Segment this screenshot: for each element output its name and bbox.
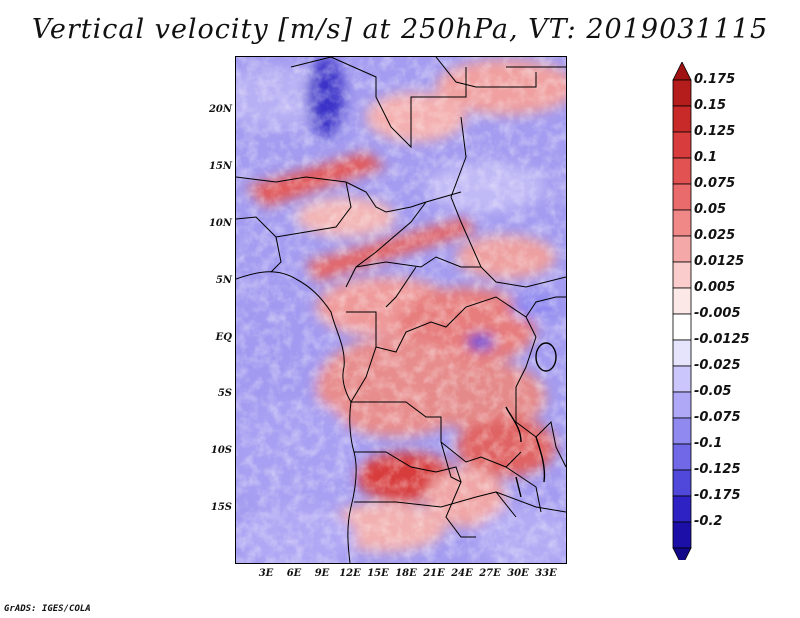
longitude-label: 6E [286, 568, 302, 579]
colorbar-label: 0.175 [694, 72, 736, 87]
longitude-label: 24E [451, 568, 473, 579]
colorbar-segment [672, 313, 692, 341]
colorbar-segment [672, 261, 692, 289]
colorbar-segment [672, 391, 692, 419]
colorbar-segment [672, 131, 692, 159]
colorbar-segment [672, 79, 692, 107]
longitude-label: 18E [395, 568, 417, 579]
colorbar-label: -0.175 [694, 488, 741, 503]
colorbar-segment [672, 209, 692, 237]
colorbar-label: -0.2 [694, 514, 723, 529]
colorbar-label: -0.1 [694, 436, 723, 451]
colorbar-segment [672, 495, 692, 523]
longitude-label: 33E [535, 568, 557, 579]
colorbar-segment [672, 157, 692, 185]
colorbar-segment [672, 287, 692, 315]
longitude-label: 12E [339, 568, 361, 579]
longitude-label: 9E [314, 568, 330, 579]
colorbar-label: 0.005 [694, 280, 736, 295]
longitude-label: 21E [423, 568, 445, 579]
colorbar-segment [672, 469, 692, 497]
latitude-label: 10N [208, 218, 232, 229]
velocity-map [236, 57, 566, 563]
colorbar-segment [672, 443, 692, 471]
longitude-label: 3E [258, 568, 274, 579]
colorbar-label: -0.075 [694, 410, 741, 425]
colorbar-label: 0.05 [694, 202, 727, 217]
latitude-label: EQ [215, 332, 232, 343]
map-title: Vertical velocity [m/s] at 250hPa, VT: 2… [31, 14, 769, 45]
latitude-label: 15N [208, 161, 232, 172]
country-borders [236, 57, 566, 563]
lake-outlines [505, 342, 557, 498]
colorbar-label: 0.025 [694, 228, 736, 243]
latitude-label: 15S [210, 502, 232, 513]
colorbar-label: -0.025 [694, 358, 741, 373]
colorbar-top-arrow [672, 62, 692, 81]
latitude-label: 5S [217, 388, 232, 399]
colorbar-label: -0.0125 [694, 332, 750, 347]
colorbar-segment [672, 105, 692, 133]
velocity-map-panel [235, 56, 567, 564]
colorbar-label: -0.125 [694, 462, 741, 477]
colorbar-segment [672, 235, 692, 263]
colorbar-label: 0.0125 [694, 254, 745, 269]
colorbar-label: 0.15 [694, 98, 727, 113]
longitude-label: 27E [479, 568, 501, 579]
colorbar-segment [672, 365, 692, 393]
colorbar-label: -0.005 [694, 306, 741, 321]
colorbar [672, 62, 692, 560]
colorbar-label: 0.1 [694, 150, 718, 165]
longitude-label: 30E [507, 568, 529, 579]
latitude-label: 10S [210, 445, 232, 456]
longitude-label: 15E [367, 568, 389, 579]
colorbar-segment [672, 183, 692, 211]
colorbar-label: 0.075 [694, 176, 736, 191]
latitude-label: 5N [215, 275, 232, 286]
colorbar-label: -0.05 [694, 384, 732, 399]
colorbar-segment [672, 521, 692, 549]
latitude-label: 20N [208, 104, 232, 115]
colorbar-segment [672, 417, 692, 445]
colorbar-bottom-arrow [672, 547, 692, 560]
colorbar-label: 0.125 [694, 124, 736, 139]
credit-text: GrADS: IGES/COLA [4, 604, 91, 614]
colorbar-segment [672, 339, 692, 367]
